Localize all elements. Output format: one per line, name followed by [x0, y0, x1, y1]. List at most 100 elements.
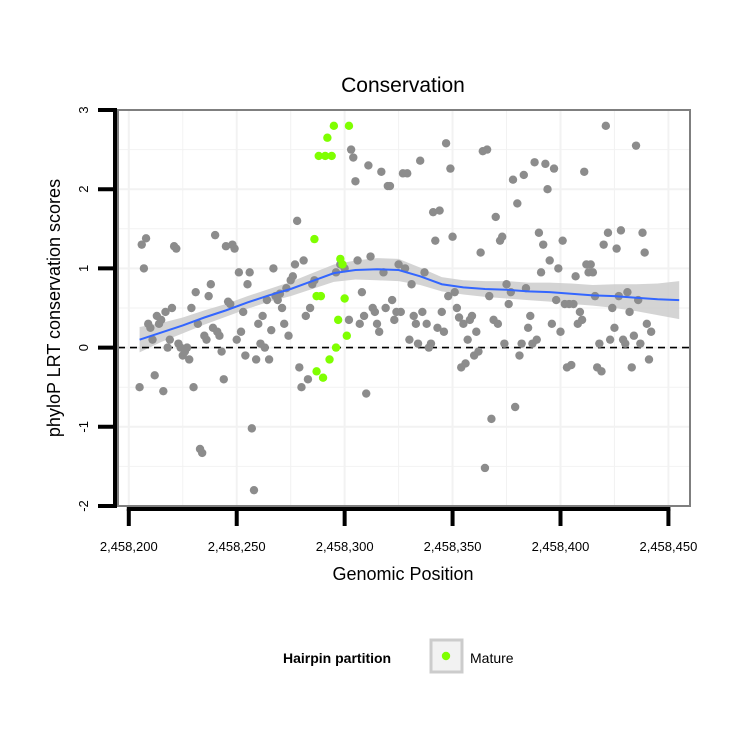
score-point — [532, 335, 541, 344]
score-point — [394, 260, 403, 269]
smooth-line-layer — [139, 268, 680, 341]
score-point — [523, 323, 533, 332]
score-point — [243, 280, 252, 289]
score-point — [135, 383, 144, 392]
score-point — [167, 303, 177, 313]
y-tick-label: -2 — [76, 500, 91, 512]
score-point — [631, 141, 641, 150]
score-point — [420, 268, 429, 277]
mature-point — [316, 291, 326, 301]
score-point — [407, 280, 416, 289]
score-point — [554, 264, 563, 273]
score-point — [411, 319, 421, 329]
score-point — [355, 319, 364, 329]
score-point — [476, 248, 485, 257]
score-point — [646, 327, 656, 336]
score-point — [159, 386, 168, 396]
score-point — [599, 240, 608, 249]
mature-point — [338, 260, 347, 269]
score-point — [191, 287, 200, 297]
mature-point — [314, 151, 323, 161]
score-point — [556, 327, 565, 336]
score-point — [642, 319, 652, 329]
x-axis-title: Genomic Position — [332, 564, 473, 584]
score-point — [258, 311, 267, 321]
score-point — [269, 264, 278, 273]
score-point — [623, 287, 632, 297]
score-point — [638, 228, 647, 237]
y-tick-label: 0 — [76, 344, 91, 351]
score-point — [238, 307, 248, 317]
score-point — [418, 307, 427, 317]
score-point — [349, 153, 358, 162]
score-point — [534, 228, 544, 237]
score-point — [364, 161, 373, 170]
score-point — [297, 383, 306, 392]
score-point — [569, 299, 578, 309]
score-point — [625, 307, 634, 317]
x-tick-label: 2,458,400 — [532, 539, 590, 554]
score-point — [444, 291, 453, 301]
score-point — [204, 291, 213, 301]
score-point — [241, 351, 250, 360]
mature-point — [321, 151, 330, 161]
x-tick-label: 2,458,250 — [208, 539, 266, 554]
mature-point — [344, 121, 354, 131]
score-point — [396, 307, 405, 317]
score-point — [459, 319, 468, 329]
y-tick-label: 2 — [76, 186, 91, 193]
score-point — [290, 260, 300, 269]
score-point — [161, 307, 170, 317]
score-point — [372, 319, 382, 329]
score-point — [452, 303, 462, 313]
score-point — [595, 339, 604, 348]
score-point — [374, 327, 384, 336]
x-axis: 2,458,200 2,458,250 2,458,300 2,458,350 2,45… — [100, 507, 697, 554]
score-point — [385, 181, 395, 191]
score-point — [295, 363, 304, 372]
score-point — [491, 212, 500, 222]
score-point — [172, 244, 181, 253]
score-point — [353, 256, 362, 265]
score-point — [629, 331, 639, 340]
score-point — [504, 299, 513, 309]
score-point — [603, 228, 613, 237]
y-tick-label: 3 — [76, 106, 91, 113]
score-point — [299, 256, 308, 265]
x-tick-label: 2,458,450 — [639, 539, 697, 554]
score-point — [284, 331, 293, 340]
score-point — [493, 319, 503, 329]
score-point — [610, 323, 619, 332]
score-point — [539, 240, 548, 249]
score-point — [480, 463, 490, 473]
score-point — [273, 295, 282, 305]
y-tick-label: -1 — [76, 421, 91, 433]
score-point — [165, 335, 175, 344]
score-point — [463, 335, 472, 344]
score-point — [260, 343, 269, 352]
score-point — [435, 206, 444, 215]
score-point — [359, 311, 369, 321]
score-point — [357, 287, 367, 297]
mature-point — [327, 151, 336, 161]
score-point — [433, 323, 442, 332]
score-point — [508, 175, 518, 184]
x-tick-label: 2,458,200 — [100, 539, 158, 554]
score-point — [390, 315, 399, 325]
score-point — [234, 268, 244, 277]
score-point — [202, 335, 211, 344]
score-point — [288, 272, 298, 281]
score-point — [415, 156, 425, 165]
score-point — [236, 327, 246, 336]
y-axis: -2 -1 0 1 2 3 — [76, 106, 117, 512]
y-tick-label: 1 — [76, 265, 91, 272]
score-point — [422, 319, 431, 329]
mature-point — [312, 367, 321, 376]
score-point — [541, 159, 550, 169]
score-point — [571, 272, 580, 281]
score-point — [264, 355, 274, 364]
score-point — [267, 325, 276, 335]
score-point — [577, 315, 587, 325]
score-point — [597, 367, 606, 376]
score-point — [608, 303, 617, 313]
